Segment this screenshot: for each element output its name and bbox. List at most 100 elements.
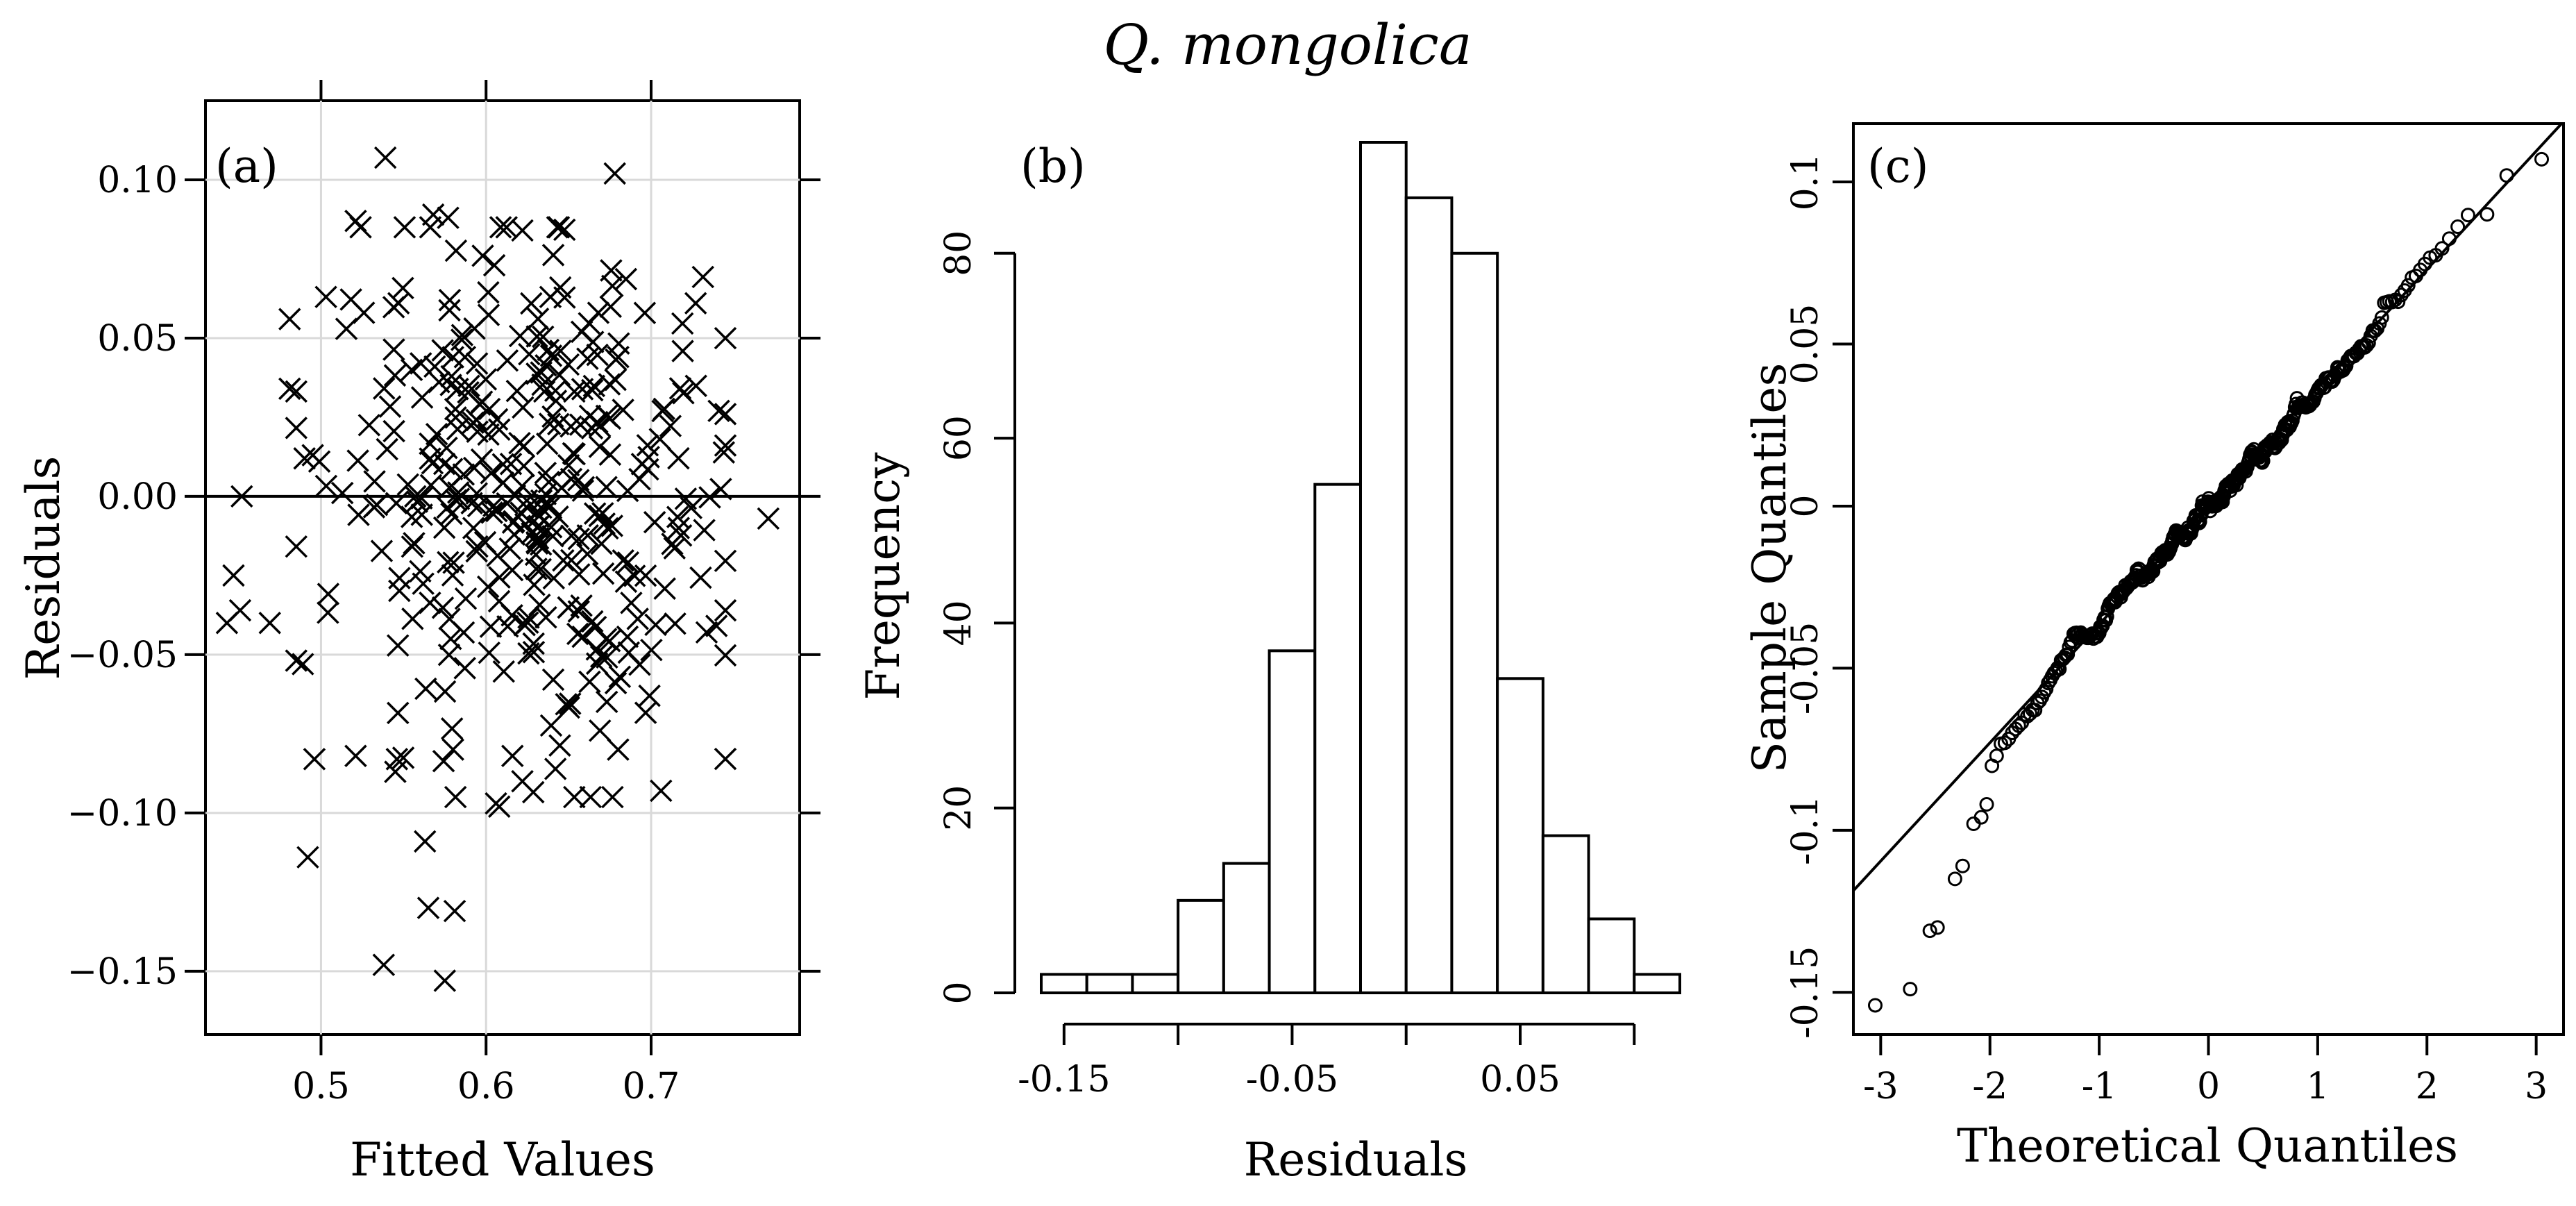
panel-a-point [441,564,464,587]
panel-a-point [684,292,707,315]
panel-a-point [591,502,614,525]
panel-c-point [2099,609,2114,624]
panel-a-point [363,470,386,493]
panel-a-y-tick-label: −0.15 [67,951,178,993]
panel-a-point [544,757,567,780]
panel-a-point [405,490,428,513]
panel-a-point [626,608,649,630]
panel-a-point [296,846,319,869]
panel-a-point [623,564,646,587]
panel-a-point [425,423,448,446]
panel-c-point [1955,858,1970,873]
panel-a-point [436,496,459,519]
panel-a-point [401,607,424,630]
panel-a-point [400,358,423,381]
panel-a-point [557,696,580,719]
panel-a-point [520,292,543,315]
panel-a-point [373,146,397,169]
panel-a-point [440,365,463,388]
panel-a-point [595,690,618,714]
panel-c-y-tick-label: 0.1 [1785,153,1826,211]
panel-c-x-tick-label: 3 [2525,1066,2548,1107]
panel-a-point [451,324,474,346]
panel-a-point [671,340,694,362]
panel-a-point [478,641,500,664]
panel-c-ticks: -3 -2 -1 0 1 2 3 0.1 0.05 0 -0.05 -0.1 -0.15 [1785,153,2548,1107]
panel-a-point [258,612,281,635]
panel-a-point [589,645,613,668]
panel-a-point [419,216,442,239]
panel-a-point [317,583,340,605]
panel-a-point [347,503,370,526]
histogram-bar [1587,917,1636,995]
panel-a-point [572,476,596,499]
panel-a-point [616,551,640,574]
panel-a-point [582,330,605,353]
panel-a-point [548,734,571,757]
panel-b-ylabel: Frequency [857,452,910,701]
panel-c-x-tick-label: 2 [2416,1066,2439,1107]
panel-a-point [230,485,253,508]
panel-a-point [373,377,396,400]
panel-a-point [431,596,455,619]
panel-a-point [544,390,568,412]
panel-a-point [437,206,460,229]
panel-a-point [640,638,663,662]
panel-b-y-tick-label: 60 [938,415,979,461]
histogram-bar [1040,973,1088,994]
panel-a-point [563,785,586,809]
panel-a-point [383,364,407,387]
panel-a-point [612,399,634,421]
panel-a-point [709,478,732,501]
panel-a-y-tick-label: 0.00 [97,476,178,518]
panel-a-point [501,744,524,768]
panel-a-point [372,953,396,976]
panel-a-point [714,326,737,350]
panel-a-point [440,502,463,526]
panel-a-point [541,405,564,428]
histogram-bar [1177,898,1225,994]
panel-c-point [2039,681,2054,696]
panel-a-point [428,371,451,394]
panel-a-point [444,785,467,809]
panel-b-y-tick-label: 40 [938,600,979,646]
panel-a-point [477,280,500,304]
panel-a-point [546,216,569,239]
panel-a-point [542,567,566,590]
panel-a-point [628,653,651,676]
panel-c-point [2400,278,2416,293]
panel-a-point [441,738,464,761]
panel-a-point [589,719,612,742]
panel-a-point [568,563,591,586]
panel-a-point [346,449,369,472]
histogram-bar [1496,677,1544,994]
panel-c-y-tick-label: 0 [1785,494,1826,517]
panel-c-y-tick-label: 0.05 [1785,304,1826,385]
panel-a-point [698,486,721,509]
panel-a-point [667,446,690,470]
panel-a-point [691,265,714,289]
panel-a-point [522,780,545,804]
panel-a-point [505,379,529,403]
panel-a-point [581,378,604,402]
panel-a-point [643,510,666,534]
panel-a-point [714,549,737,573]
panel-a-point [285,417,308,439]
panel-a-point [349,216,372,239]
panel-a-point [590,532,613,555]
panel-a-point [595,476,618,499]
panel-a-point [538,412,562,435]
panel-a-point [559,548,583,572]
panel-a-point [571,625,594,648]
panel-a-point [433,969,457,992]
panel-a-point [486,544,510,567]
panel-a-point [421,452,444,475]
panel-c-x-tick-label: 1 [2306,1066,2329,1107]
panel-a-point [466,535,489,558]
histogram-bar [1268,649,1317,995]
panel-a-point [528,514,550,537]
panel-a-point [557,596,580,619]
panel-c-point [1930,920,1945,935]
panel-a-point [714,598,737,622]
